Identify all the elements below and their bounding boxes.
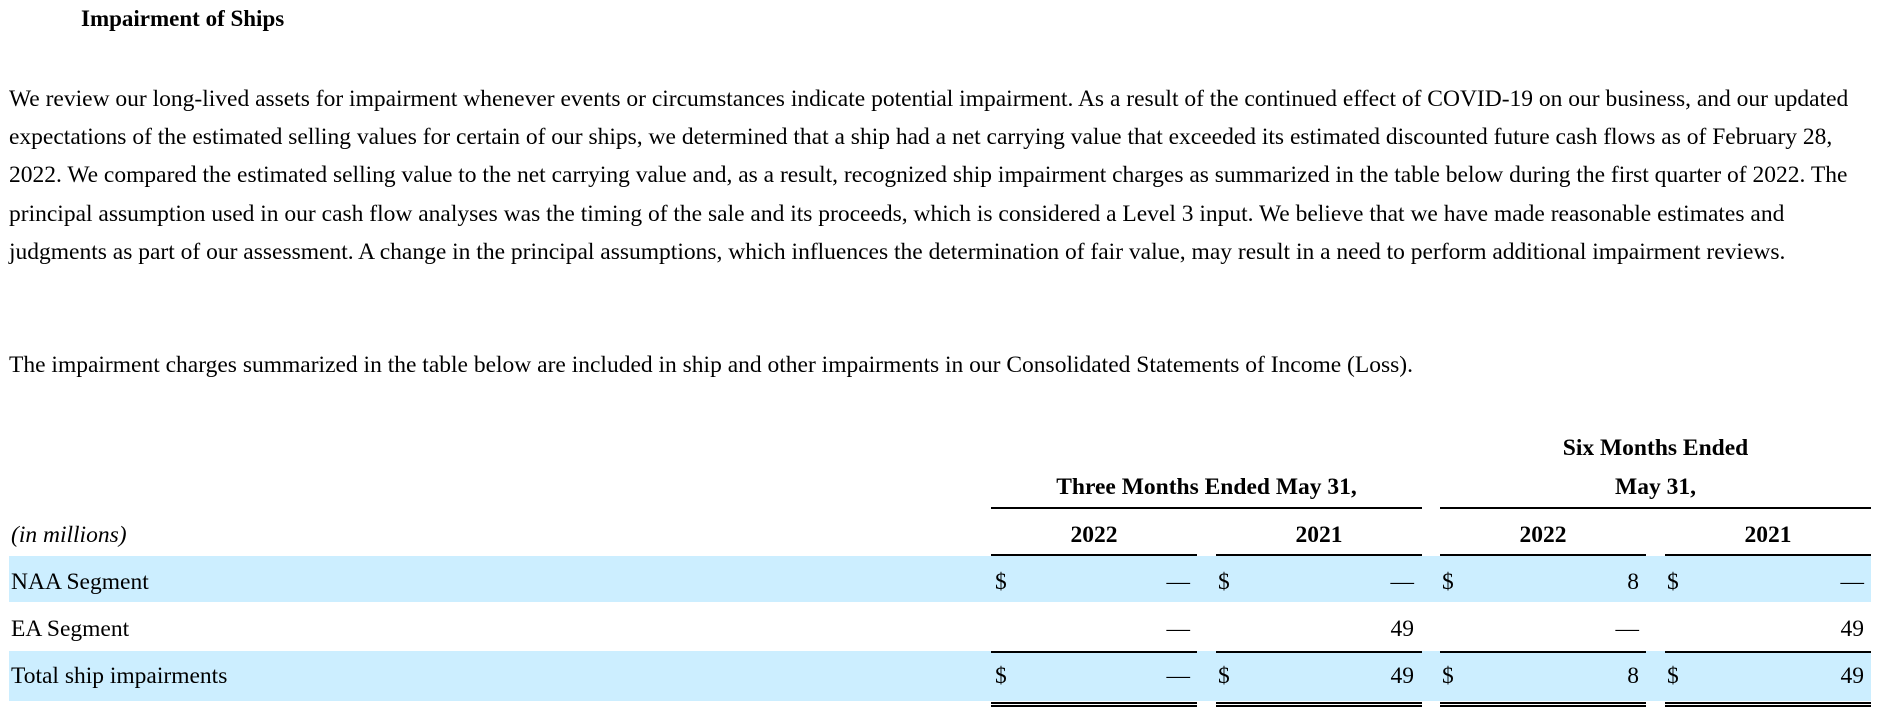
year-rule-3	[1440, 554, 1646, 556]
cell-ea-6m-2021: 49	[1840, 616, 1865, 642]
year-header-2: 2021	[1295, 522, 1343, 548]
currency-symbol: $	[1442, 569, 1454, 595]
cell-total-3m-2022: —	[1166, 663, 1191, 689]
cell-naa-6m-2021: —	[1840, 569, 1865, 595]
row-label-total: Total ship impairments	[11, 663, 228, 689]
total-rule-3	[1440, 651, 1646, 653]
header-six-months-line1: Six Months Ended	[1562, 435, 1749, 461]
row-band-total	[9, 651, 1871, 701]
cell-ea-3m-2022: —	[1166, 616, 1191, 642]
total-double-rule-1	[991, 702, 1197, 707]
total-rule-2	[1216, 651, 1422, 653]
impairment-description-paragraph: We review our long-lived assets for impa…	[9, 86, 1849, 265]
year-header-4: 2021	[1744, 522, 1792, 548]
currency-symbol: $	[1667, 569, 1679, 595]
currency-symbol: $	[1218, 663, 1230, 689]
cell-ea-3m-2021: 49	[1390, 616, 1415, 642]
row-label-naa: NAA Segment	[11, 569, 149, 595]
total-double-rule-4	[1665, 702, 1871, 707]
header-rule-six-months	[1440, 507, 1871, 509]
year-header-1: 2022	[1070, 522, 1118, 548]
year-rule-2	[1216, 554, 1422, 556]
cell-naa-3m-2021: —	[1390, 569, 1415, 595]
total-double-rule-2	[1216, 702, 1422, 707]
section-heading: Impairment of Ships	[81, 6, 285, 31]
row-label-ea: EA Segment	[11, 616, 130, 642]
table-intro-paragraph: The impairment charges summarized in the…	[9, 352, 1413, 378]
currency-symbol: $	[995, 569, 1007, 595]
total-rule-4	[1665, 651, 1871, 653]
units-label: (in millions)	[11, 522, 127, 548]
cell-total-3m-2021: 49	[1390, 663, 1415, 689]
row-band-naa	[9, 556, 1871, 602]
currency-symbol: $	[1218, 569, 1230, 595]
total-double-rule-3	[1440, 702, 1646, 707]
header-six-months-line2: May 31,	[1615, 474, 1696, 500]
cell-ea-6m-2022: —	[1615, 616, 1640, 642]
currency-symbol: $	[995, 663, 1007, 689]
header-three-months: Three Months Ended May 31,	[1056, 474, 1357, 500]
cell-naa-6m-2022: 8	[1627, 569, 1639, 595]
total-rule-1	[991, 651, 1197, 653]
currency-symbol: $	[1442, 663, 1454, 689]
cell-total-6m-2022: 8	[1627, 663, 1639, 689]
cell-total-6m-2021: 49	[1840, 663, 1865, 689]
cell-naa-3m-2022: —	[1166, 569, 1191, 595]
year-rule-4	[1665, 554, 1871, 556]
currency-symbol: $	[1667, 663, 1679, 689]
year-rule-1	[991, 554, 1197, 556]
year-header-3: 2022	[1519, 522, 1567, 548]
header-rule-three-months	[991, 507, 1422, 509]
